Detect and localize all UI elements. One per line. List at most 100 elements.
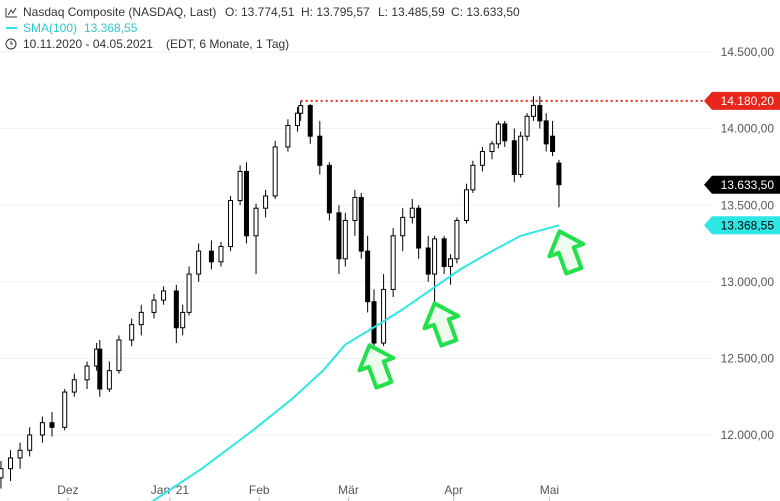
- annotations: [357, 229, 586, 390]
- candle-body: [326, 164, 332, 214]
- y-tick-label: 13.000,00: [721, 275, 775, 289]
- sma-label-box: [704, 216, 780, 235]
- candle-body: [173, 290, 179, 329]
- low-label: L: 13.485,59: [378, 5, 445, 19]
- candle-body: [495, 123, 501, 145]
- candle-body: [448, 258, 454, 267]
- candle-body: [151, 299, 157, 313]
- last-price-label: 13.633,50: [721, 178, 775, 192]
- candle-body: [479, 151, 485, 166]
- y-tick-label: 14.500,00: [721, 45, 775, 59]
- candle-body: [196, 250, 202, 275]
- candle-body: [272, 146, 278, 197]
- candle-body: [106, 370, 112, 390]
- header: Nasdaq Composite (NASDAQ, Last) O: 13.77…: [5, 5, 520, 51]
- candle-body: [228, 200, 234, 248]
- plot: 12.000,00 12.500,00 13.000,00 13.500,00 14.0…: [0, 45, 774, 501]
- candle-body: [285, 124, 291, 148]
- candle-body: [556, 162, 562, 186]
- candle-body: [432, 238, 438, 275]
- candle-body: [138, 311, 144, 326]
- range-note: (EDT, 6 Monate, 1 Tag): [166, 37, 289, 51]
- candle-body: [0, 468, 4, 479]
- y-tick-label: 12.500,00: [721, 352, 775, 366]
- candle-body: [342, 219, 348, 260]
- candle-body: [400, 216, 406, 237]
- clock-hand: [10, 41, 13, 45]
- candle-body: [550, 135, 556, 153]
- candle-body: [425, 247, 431, 275]
- x-tick-label: Mai: [540, 483, 559, 497]
- y-tick-label: 14.000,00: [721, 122, 775, 136]
- y-tick-label: 13.500,00: [721, 198, 775, 212]
- candle-body: [390, 235, 396, 290]
- sma-legend-value: 13.368,55: [84, 21, 138, 35]
- candle-body: [17, 449, 23, 459]
- resistance-label: 14.180,20: [721, 94, 775, 108]
- candle-body: [97, 348, 103, 390]
- sma-line: [151, 224, 560, 501]
- candle-body: [530, 105, 536, 117]
- candle-body: [39, 422, 45, 436]
- candle-body: [62, 391, 68, 428]
- candle-body: [27, 434, 33, 451]
- sma-label: 13.368,55: [721, 218, 775, 232]
- candle-body: [489, 143, 495, 153]
- x-tick-label: Dez: [57, 483, 78, 497]
- candle-body: [543, 120, 549, 145]
- candle-body: [298, 105, 304, 114]
- candle-body: [454, 219, 460, 260]
- last-price-label-box: [704, 175, 780, 194]
- candle-body: [84, 365, 90, 381]
- candle-body: [307, 105, 313, 137]
- candle-body: [8, 457, 14, 470]
- candle-body: [294, 112, 300, 126]
- arrow: [357, 343, 396, 390]
- candle-body: [186, 273, 192, 313]
- candle-body: [381, 288, 387, 344]
- open-label: O: 13.774,51: [225, 5, 295, 19]
- x-tick-label: Mär: [338, 483, 359, 497]
- range-label: 10.11.2020 - 04.05.2021: [23, 37, 153, 51]
- candle-body: [416, 207, 422, 249]
- candle-body: [317, 135, 323, 166]
- candle-body: [352, 196, 358, 221]
- arrow: [547, 229, 586, 276]
- y-tick-label: 12.000,00: [721, 428, 775, 442]
- candle-body: [537, 105, 543, 122]
- candle-body: [218, 246, 224, 263]
- candle-body: [502, 123, 508, 142]
- close-label: C: 13.633,50: [451, 5, 520, 19]
- candle-body: [470, 164, 476, 191]
- candle-body: [524, 115, 530, 137]
- sma-legend: SMA(100): [23, 21, 77, 35]
- candle-body: [180, 311, 186, 329]
- price-labels: 14.180,20 13.633,50 13.368,55: [704, 91, 780, 235]
- candle-body: [511, 140, 517, 176]
- chart-title: Nasdaq Composite (NASDAQ, Last): [23, 5, 216, 19]
- candle-body: [253, 207, 259, 237]
- candle-body: [463, 189, 469, 221]
- candle-body: [243, 170, 249, 237]
- candle-body: [336, 212, 342, 260]
- candle-body: [208, 250, 214, 263]
- candle-body: [365, 250, 371, 303]
- clock-icon: [5, 38, 17, 50]
- resistance-label-box: [704, 91, 780, 110]
- candle-body: [518, 135, 524, 176]
- candle-body: [71, 379, 77, 393]
- candle-body: [441, 238, 447, 267]
- x-tick-label: Feb: [249, 483, 270, 497]
- chart-icon: [5, 7, 17, 18]
- candle-body: [263, 195, 269, 209]
- candle-body: [237, 170, 243, 202]
- candle-body: [161, 290, 167, 301]
- high-label: H: 13.795,57: [301, 5, 370, 19]
- candle-body: [371, 301, 377, 344]
- candle-body: [409, 207, 415, 218]
- candle-body: [49, 422, 55, 428]
- candle-body: [358, 196, 364, 252]
- arrow: [422, 301, 461, 348]
- x-tick-label: Apr: [444, 483, 463, 497]
